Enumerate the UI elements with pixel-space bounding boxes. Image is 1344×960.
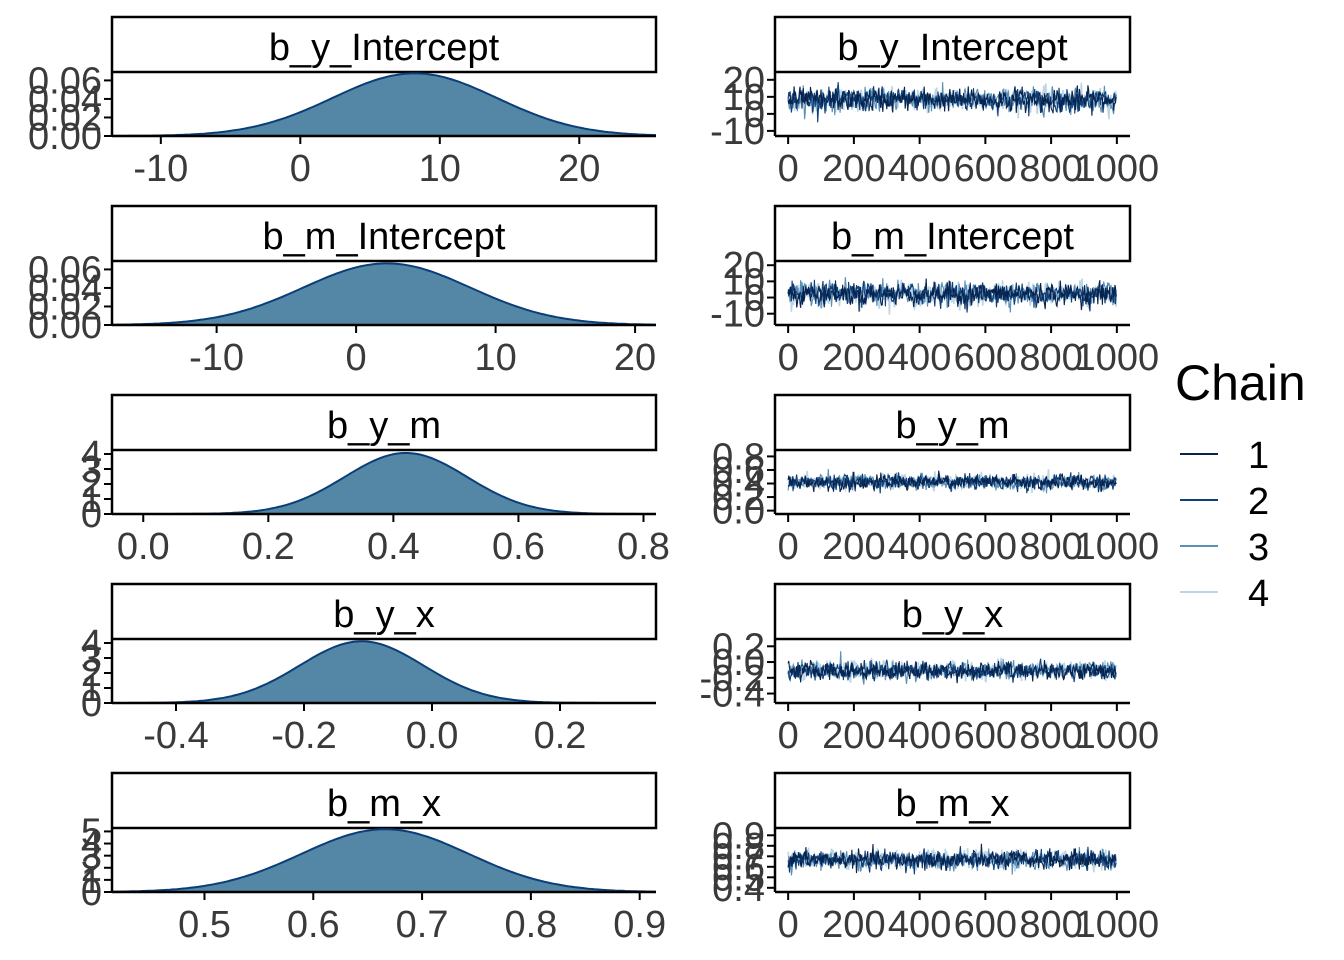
facet-title: b_m_Intercept: [263, 216, 506, 258]
x-tick-label: 0.2: [534, 715, 587, 757]
facet-title: b_m_x: [327, 783, 441, 825]
y-tick-label: 0.9: [712, 815, 765, 857]
x-tick-label: 10: [474, 337, 516, 379]
y-tick-label: 20: [723, 60, 765, 102]
x-tick-label: -0.2: [271, 715, 336, 757]
x-tick-label: 800: [1019, 526, 1082, 568]
facet-title: b_y_m: [895, 405, 1009, 447]
x-tick-label: 0: [346, 337, 367, 379]
x-tick-label: 10: [419, 148, 461, 190]
x-tick-label: 600: [954, 715, 1017, 757]
density-panel-b_y_Intercept: b_y_Intercept0.000.020.040.06-10 0 10 20: [28, 17, 656, 190]
x-tick-label: 200: [822, 337, 885, 379]
facet-title: b_y_x: [333, 594, 434, 636]
legend-label-3: 3: [1248, 527, 1269, 569]
y-tick-label: 4: [81, 434, 102, 476]
x-tick-label: 200: [822, 904, 885, 946]
legend-label-2: 2: [1248, 481, 1269, 523]
x-tick-label: 800: [1019, 904, 1082, 946]
density-area: [112, 641, 656, 703]
legend-item-4: 4: [1180, 573, 1269, 615]
x-tick-label: 0.6: [287, 904, 340, 946]
x-tick-label: -10: [133, 148, 188, 190]
x-tick-label: 20: [614, 337, 656, 379]
density-panel-b_m_Intercept: b_m_Intercept0.000.020.040.06-10 0 10 20: [28, 206, 656, 379]
density-area: [112, 263, 656, 325]
y-tick-label: 0.06: [28, 249, 102, 291]
x-tick-label: 0.6: [492, 526, 545, 568]
x-tick-label: 600: [954, 337, 1017, 379]
x-tick-label: 400: [888, 526, 951, 568]
x-tick-label: 0.7: [396, 904, 449, 946]
x-tick-label: 0: [290, 148, 311, 190]
legend-label-1: 1: [1248, 435, 1269, 477]
legend-item-1: 1: [1180, 435, 1269, 477]
x-tick-label: 1000: [1075, 904, 1160, 946]
x-tick-label: 0.8: [504, 904, 557, 946]
x-tick-label: 800: [1019, 715, 1082, 757]
x-tick-label: 1000: [1075, 148, 1160, 190]
density-area: [112, 829, 656, 892]
x-tick-label: 400: [888, 904, 951, 946]
x-tick-label: 0: [778, 715, 799, 757]
y-tick-label: 0.8: [712, 436, 765, 478]
x-tick-label: 400: [888, 337, 951, 379]
x-tick-label: 600: [954, 526, 1017, 568]
chain-legend: Chain 1 2 3 4: [1175, 355, 1306, 615]
y-tick-label: 5: [81, 811, 102, 853]
x-tick-label: 0.4: [367, 526, 420, 568]
x-tick-label: 0: [778, 904, 799, 946]
x-tick-label: 400: [888, 715, 951, 757]
x-tick-label: 0.0: [406, 715, 459, 757]
x-tick-label: 200: [822, 526, 885, 568]
x-tick-label: 1000: [1075, 715, 1160, 757]
facet-title: b_m_Intercept: [831, 216, 1074, 258]
x-tick-label: 0.0: [117, 526, 170, 568]
legend-item-3: 3: [1180, 527, 1269, 569]
x-tick-label: 200: [822, 148, 885, 190]
x-tick-label: 800: [1019, 337, 1082, 379]
x-tick-label: 0.9: [613, 904, 666, 946]
y-tick-label: 0.06: [28, 60, 102, 102]
x-tick-label: -0.4: [143, 715, 208, 757]
x-tick-label: 0.8: [617, 526, 670, 568]
x-tick-label: 1000: [1075, 526, 1160, 568]
x-tick-label: 400: [888, 148, 951, 190]
x-tick-label: 0: [778, 337, 799, 379]
x-tick-label: 600: [954, 148, 1017, 190]
x-tick-label: 0.2: [242, 526, 295, 568]
x-tick-label: 200: [822, 715, 885, 757]
x-tick-label: 600: [954, 904, 1017, 946]
x-tick-label: 0.5: [178, 904, 231, 946]
facet-title: b_y_x: [902, 594, 1003, 636]
facet-title: b_y_Intercept: [837, 27, 1068, 69]
facet-title: b_y_m: [327, 405, 441, 447]
legend-label-4: 4: [1248, 573, 1269, 615]
x-tick-label: -10: [189, 337, 244, 379]
x-tick-label: 0: [778, 526, 799, 568]
density-panel-b_m_x: b_m_x0123450.5 0.6 0.7 0.8 0.9: [81, 773, 666, 946]
facet-title: b_y_Intercept: [269, 27, 500, 69]
facet-title: b_m_x: [895, 783, 1009, 825]
x-tick-label: 20: [558, 148, 600, 190]
x-tick-label: 800: [1019, 148, 1082, 190]
x-tick-label: 1000: [1075, 337, 1160, 379]
y-tick-label: 20: [723, 245, 765, 287]
y-tick-label: 0.2: [712, 626, 765, 668]
x-tick-label: 0: [778, 148, 799, 190]
density-area: [112, 453, 656, 514]
legend-title: Chain: [1175, 355, 1306, 411]
y-tick-label: 4: [81, 623, 102, 665]
legend-item-2: 2: [1180, 481, 1269, 523]
